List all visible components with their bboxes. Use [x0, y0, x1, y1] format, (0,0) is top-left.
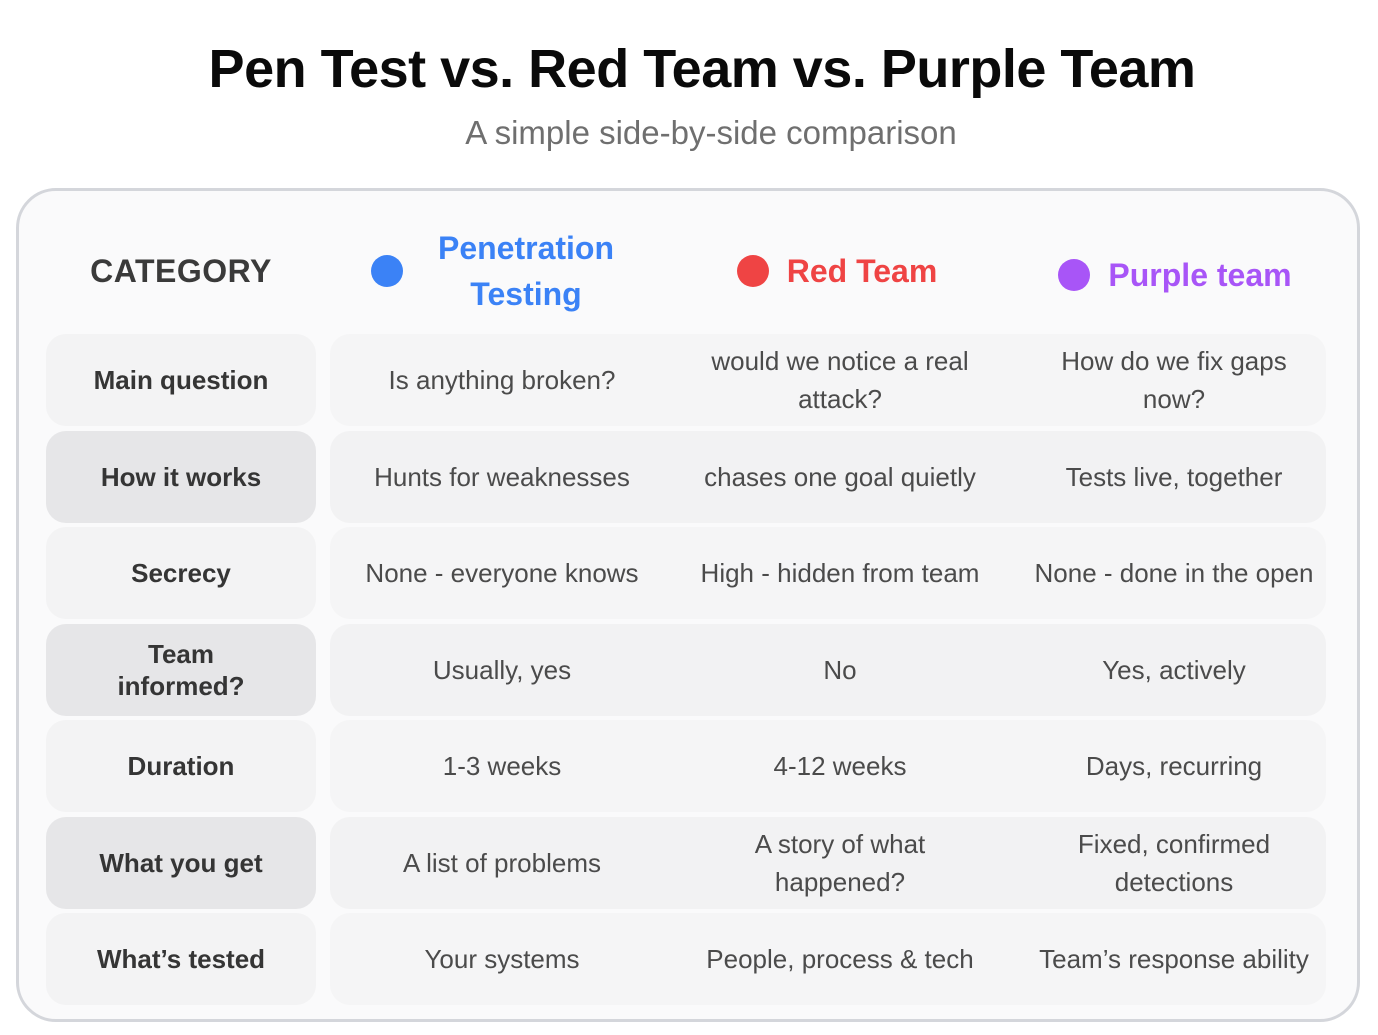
pen-test-value: Your systems [424, 944, 580, 974]
purple-team-value: None - done in the open [1034, 558, 1314, 588]
page-subtitle: A simple side-by-side comparison [465, 114, 957, 151]
row-category: What’s tested [46, 913, 316, 1005]
red-team-value: People, process & tech [706, 944, 974, 974]
row-values-background [330, 720, 1326, 812]
red-team-value: chases one goal quietly [704, 462, 976, 492]
row-category: What you get [46, 817, 316, 909]
page-title: Pen Test vs. Red Team vs. Purple Team [208, 39, 1196, 99]
row-values-background [330, 817, 1326, 909]
row-category: Duration [46, 720, 316, 812]
table-row: Duration 1-3 weeks 4-12 weeks Days, recu… [0, 720, 1378, 812]
pen-test-value: Is anything broken? [388, 365, 616, 395]
table-row: Main question Is anything broken? would … [0, 334, 1378, 426]
column-header-red-team: Red Team [692, 226, 982, 316]
category-header: CATEGORY [90, 252, 272, 289]
red-dot-icon [736, 255, 769, 287]
row-category: Team informed? [46, 624, 316, 716]
table-row: What’s tested Your systems People, proce… [0, 913, 1378, 1005]
table-row: Team informed? Usually, yes No Yes, acti… [0, 624, 1378, 716]
pen-test-value: 1-3 weeks [442, 751, 562, 781]
column-header-label: Penetration Testing [437, 230, 615, 312]
red-team-value: would we notice a real attack? [711, 346, 969, 414]
row-values-background [330, 624, 1326, 716]
blue-dot-icon [371, 255, 403, 287]
purple-team-value: Tests live, together [1065, 462, 1283, 492]
row-values-background [330, 334, 1326, 426]
purple-team-value: Yes, actively [1102, 655, 1246, 685]
table-row: How it works Hunts for weaknesses chases… [0, 431, 1378, 523]
purple-team-value: Team’s response ability [1039, 944, 1309, 974]
purple-team-value: Fixed, confirmed detections [1077, 829, 1271, 897]
purple-dot-icon [1058, 259, 1091, 291]
purple-team-value: Days, recurring [1085, 751, 1263, 781]
purple-team-value: How do we fix gaps now? [1061, 346, 1287, 414]
column-header-purple-team: Purple team [1030, 230, 1320, 320]
red-team-value: High - hidden from team [700, 558, 980, 588]
column-header-label: Red Team [786, 253, 938, 289]
pen-test-value: A list of problems [403, 848, 601, 878]
table-row: What you get A list of problems A story … [0, 817, 1378, 909]
row-category: How it works [46, 431, 316, 523]
row-category: Secrecy [46, 527, 316, 619]
column-header-pen-test: Penetration Testing [356, 226, 646, 316]
red-team-value: 4-12 weeks [773, 751, 907, 781]
row-values-background [330, 527, 1326, 619]
row-values-background [330, 431, 1326, 523]
red-team-value: A story of what happened? [754, 829, 926, 897]
pen-test-value: Usually, yes [432, 655, 572, 685]
table-row: Secrecy None - everyone knows High - hid… [0, 527, 1378, 619]
row-category: Main question [46, 334, 316, 426]
red-team-value: No [823, 655, 857, 685]
pen-test-value: None - everyone knows [365, 558, 639, 588]
column-header-label: Purple team [1108, 257, 1292, 293]
row-values-background [330, 913, 1326, 1005]
pen-test-value: Hunts for weaknesses [374, 462, 630, 492]
